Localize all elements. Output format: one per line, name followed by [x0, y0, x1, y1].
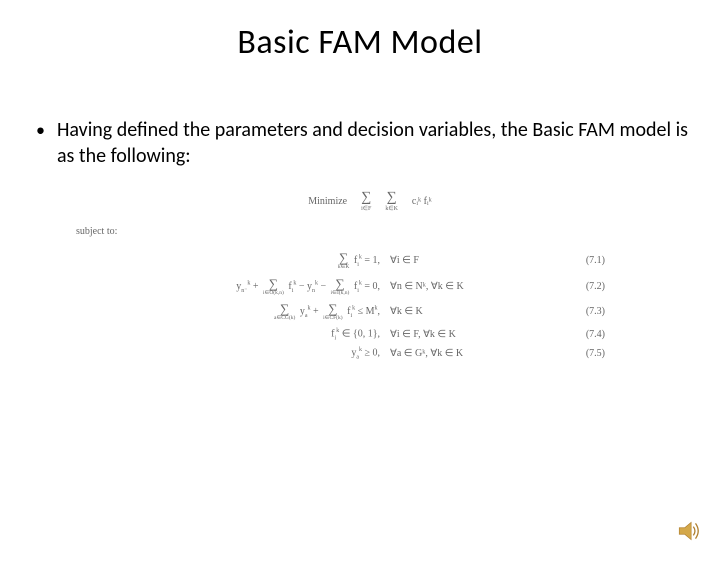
bullet-text: Having defined the parameters and decisi… [57, 117, 690, 169]
constraints-block: ∑k∈K fik = 1, ∀i ∈ F (7.1) yn⁻k + ∑i∈O(k… [80, 251, 690, 360]
sum-i: ∑ i∈F [361, 191, 371, 212]
constraint-num: (7.5) [550, 348, 605, 359]
constraint-row: ∑k∈K fik = 1, ∀i ∈ F (7.1) [80, 251, 690, 271]
constraint-lhs: yn⁻k + ∑i∈O(k,n) fik − ynk − ∑i∈I(k,n) f… [80, 277, 380, 297]
constraint-row: yn⁻k + ∑i∈O(k,n) fik − ynk − ∑i∈I(k,n) f… [80, 277, 690, 297]
constraint-cond: ∀i ∈ F [390, 255, 540, 266]
subject-to-label: subject to: [76, 226, 720, 237]
bullet-dot: • [36, 117, 45, 143]
constraint-row: fik ∈ {0, 1}, ∀i ∈ F, ∀k ∈ K (7.4) [80, 328, 690, 341]
constraint-lhs: fik ∈ {0, 1}, [80, 328, 380, 341]
sum-k: ∑ k∈K [385, 191, 398, 212]
math-area: Minimize ∑ i∈F ∑ k∈K cᵢᵏ fᵢᵏ subject to:… [0, 191, 720, 360]
speaker-icon [676, 518, 702, 544]
constraint-cond: ∀i ∈ F, ∀k ∈ K [390, 329, 540, 340]
minimize-label: Minimize [308, 196, 347, 207]
constraint-num: (7.1) [550, 255, 605, 266]
slide-title: Basic FAM Model [0, 22, 720, 63]
bullet-block: • Having defined the parameters and deci… [36, 117, 690, 169]
constraint-lhs: ∑k∈K fik = 1, [80, 251, 380, 271]
constraint-num: (7.2) [550, 281, 605, 292]
constraint-cond: ∀n ∈ Nᵏ, ∀k ∈ K [390, 281, 540, 292]
constraint-num: (7.3) [550, 306, 605, 317]
constraint-lhs: ∑a∈CG(k) yak + ∑i∈CF(k) fik ≤ Mk, [80, 302, 380, 322]
constraint-lhs: yak ≥ 0, [80, 347, 380, 360]
objective-row: Minimize ∑ i∈F ∑ k∈K cᵢᵏ fᵢᵏ [20, 191, 720, 212]
constraint-row: ∑a∈CG(k) yak + ∑i∈CF(k) fik ≤ Mk, ∀k ∈ K… [80, 302, 690, 322]
constraint-row: yak ≥ 0, ∀a ∈ Gᵏ, ∀k ∈ K (7.5) [80, 347, 690, 360]
constraint-cond: ∀a ∈ Gᵏ, ∀k ∈ K [390, 348, 540, 359]
constraint-cond: ∀k ∈ K [390, 306, 540, 317]
obj-term: cᵢᵏ fᵢᵏ [412, 196, 432, 207]
constraint-num: (7.4) [550, 329, 605, 340]
